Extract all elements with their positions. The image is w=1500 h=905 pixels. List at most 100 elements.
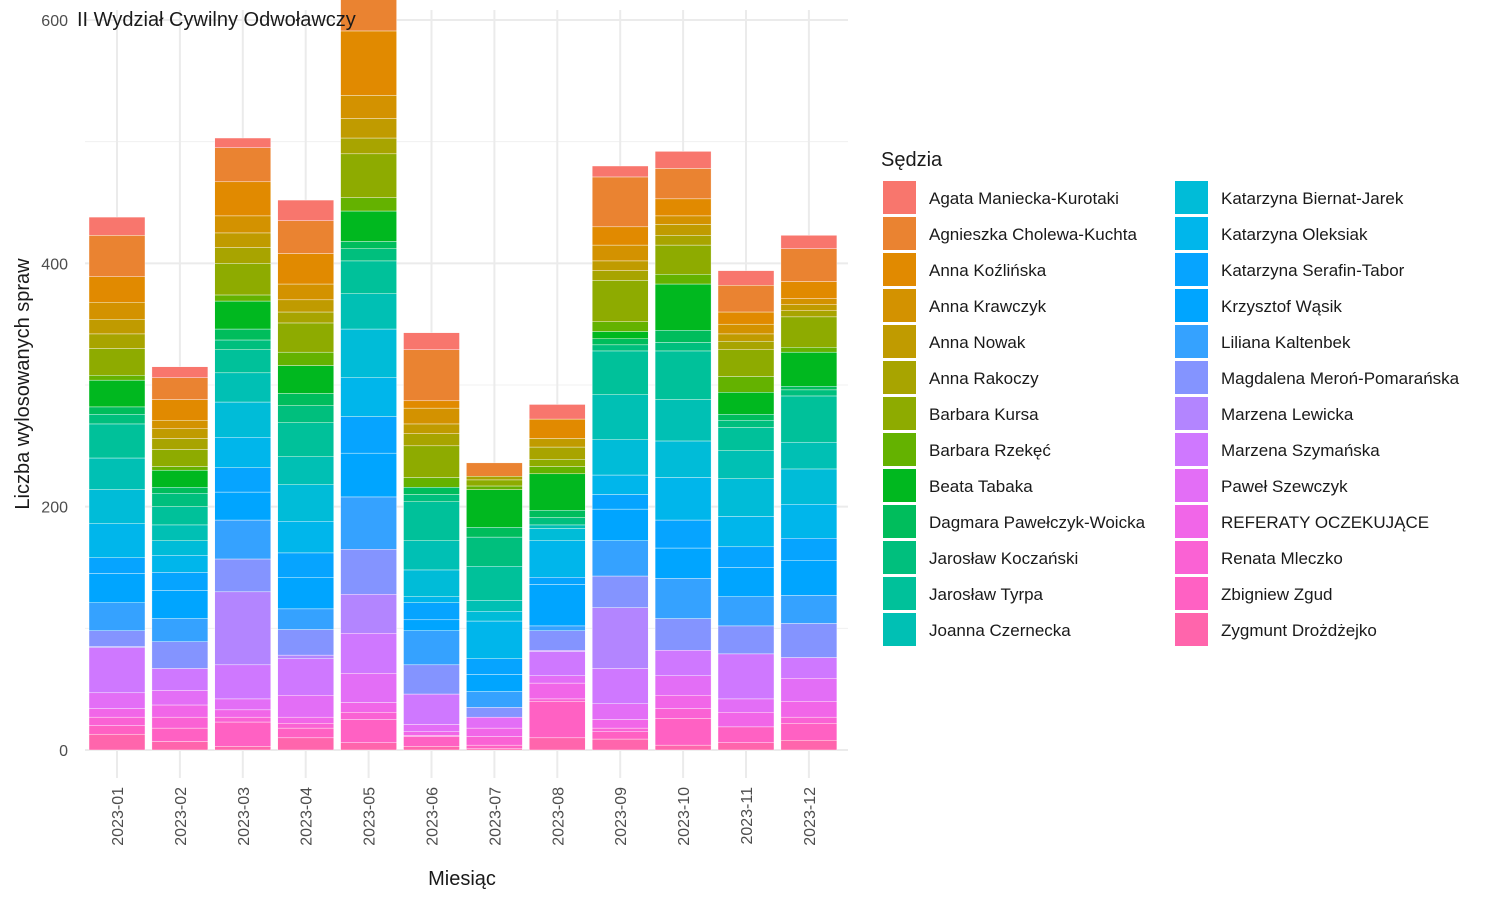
bar-segment xyxy=(214,372,272,403)
legend-item: Katarzyna Oleksiak xyxy=(1175,217,1368,250)
bar-segment xyxy=(403,400,460,409)
legend-label: Liliana Kaltenbek xyxy=(1221,333,1351,352)
bar-segment xyxy=(88,692,146,709)
bar-segment xyxy=(717,392,775,415)
bar-segment xyxy=(403,736,460,747)
bar-stack-2023-02 xyxy=(151,366,209,751)
bar-segment xyxy=(403,619,460,631)
bar-segment xyxy=(214,519,272,560)
bar-segment xyxy=(151,668,209,691)
bar-stack-2023-07 xyxy=(466,462,523,751)
bar-segment xyxy=(403,602,460,621)
bar-segment xyxy=(780,595,838,624)
bar-segment xyxy=(403,724,460,732)
bar-segment xyxy=(214,294,272,302)
bar-segment xyxy=(654,215,712,225)
legend-label: Zbigniew Zgud xyxy=(1221,585,1333,604)
bar-segment xyxy=(529,584,586,627)
bar-segment xyxy=(88,348,146,376)
legend-label: Marzena Lewicka xyxy=(1221,405,1354,424)
bar-segment xyxy=(403,423,460,434)
bar-segment xyxy=(466,727,523,737)
bar-segment xyxy=(654,675,712,696)
bar-segment xyxy=(592,668,649,704)
bar-segment xyxy=(88,216,146,236)
bar-stack-2023-01 xyxy=(88,216,146,751)
bar-stack-2023-03 xyxy=(214,137,272,751)
bar-segment xyxy=(88,489,146,524)
bar-segment xyxy=(340,594,397,634)
bar-segment xyxy=(277,521,334,554)
bar-segment xyxy=(780,395,838,443)
bar-segment xyxy=(717,478,775,517)
legend-label: Anna Nowak xyxy=(929,333,1026,352)
bar-segment xyxy=(88,276,146,303)
legend-label: Katarzyna Serafin-Tabor xyxy=(1221,261,1405,280)
bar-segment xyxy=(466,536,523,567)
bars xyxy=(88,0,838,751)
bar-stack-2023-05 xyxy=(340,0,397,751)
bar-segment xyxy=(151,366,209,378)
legend-swatch xyxy=(1175,541,1208,574)
x-axis-label: Miesiąc xyxy=(428,868,496,890)
legend-label: Magdalena Meroń-Pomarańska xyxy=(1221,369,1460,388)
legend-swatch xyxy=(883,325,916,358)
bar-segment xyxy=(654,330,712,343)
bar-segment xyxy=(277,716,334,724)
bar-segment xyxy=(466,674,523,692)
bar-segment xyxy=(466,736,523,746)
legend-label: Beata Tabaka xyxy=(929,477,1033,496)
bar-segment xyxy=(780,281,838,299)
bar-segment xyxy=(403,664,460,695)
bar-segment xyxy=(151,449,209,467)
bar-segment xyxy=(780,304,838,311)
bar-segment xyxy=(592,439,649,476)
legend-item: Anna Rakoczy xyxy=(883,361,1039,394)
bar-stack-2023-10 xyxy=(654,151,712,751)
bar-segment xyxy=(88,302,146,320)
legend-item: Anna Krawczyk xyxy=(883,289,1047,322)
x-axis: 2023-01 2023-02 2023-03 2023-04 2023-05 2023-… xyxy=(110,787,819,846)
bar-segment xyxy=(592,719,649,729)
bar-segment xyxy=(277,608,334,630)
bar-segment xyxy=(214,247,272,264)
bar-segment xyxy=(592,226,649,246)
bar-segment xyxy=(717,726,775,743)
bar-segment xyxy=(654,151,712,169)
legend-swatch xyxy=(1175,433,1208,466)
bar-segment xyxy=(277,456,334,485)
bar-segment xyxy=(780,678,838,702)
bar-segment xyxy=(592,474,649,495)
bar-segment xyxy=(717,625,775,655)
bar-segment xyxy=(403,349,460,402)
bar-segment xyxy=(780,298,838,305)
bar-segment xyxy=(529,528,586,541)
legend-swatch xyxy=(883,469,916,502)
bar-segment xyxy=(403,731,460,736)
bar-segment xyxy=(340,248,397,262)
chart-title: II Wydział Cywilny Odwoławczy xyxy=(77,9,356,31)
bar-segment xyxy=(151,741,209,751)
bar-segment xyxy=(780,389,838,397)
bar-segment xyxy=(780,441,838,470)
bar-segment xyxy=(214,232,272,248)
bar-segment xyxy=(654,519,712,549)
legend-swatch xyxy=(1175,397,1208,430)
legend-label: Zygmunt Drożdżejko xyxy=(1221,621,1377,640)
legend-item: REFERATY OCZEKUJĄCE xyxy=(1175,505,1429,538)
legend-label: Marzena Szymańska xyxy=(1221,441,1380,460)
x-tick-label: 2023-10 xyxy=(676,787,693,846)
bar-segment xyxy=(214,339,272,350)
bar-stack-2023-08 xyxy=(529,404,586,751)
bar-segment xyxy=(88,414,146,425)
bar-segment xyxy=(340,153,397,198)
legend-label: REFERATY OCZEKUJĄCE xyxy=(1221,513,1429,532)
bar-segment xyxy=(340,496,397,550)
bar-segment xyxy=(654,168,712,200)
bar-segment xyxy=(277,311,334,324)
bar-segment xyxy=(151,590,209,619)
bar-segment xyxy=(151,727,209,742)
bar-segment xyxy=(277,199,334,221)
legend-label: Barbara Kursa xyxy=(929,405,1039,424)
bar-segment xyxy=(403,630,460,666)
